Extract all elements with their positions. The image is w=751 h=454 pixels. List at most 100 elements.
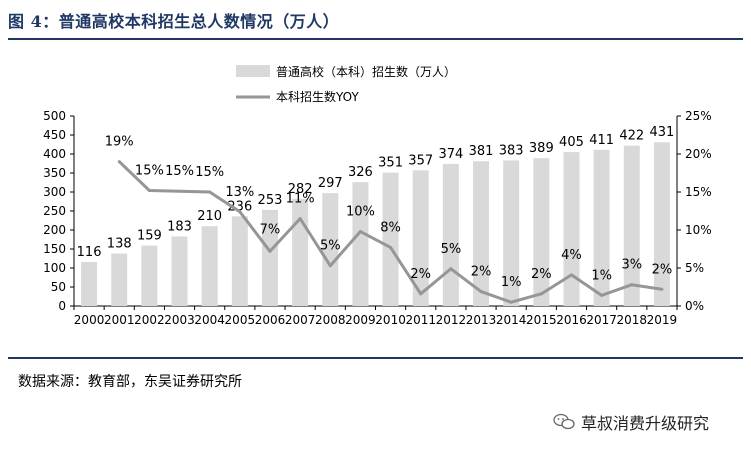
chart: 116 138 159 183 210 236 253 282 297 326 351 357 374 3… xyxy=(43,64,712,327)
x-tick-label: 2018 xyxy=(617,313,648,327)
yoy-point xyxy=(298,217,302,221)
source-rule xyxy=(8,357,743,359)
bar xyxy=(292,198,309,306)
yoy-point xyxy=(630,283,634,287)
yoy-point xyxy=(208,190,212,194)
bar-data-labels: 116 138 159 183 210 236 253 282 297 326 351 357 374 3… xyxy=(77,125,675,260)
yoy-data-label: 2% xyxy=(652,262,673,277)
yoy-data-label: 2% xyxy=(531,267,552,282)
x-tick-label: 2016 xyxy=(556,313,587,327)
x-tick-label: 2010 xyxy=(375,313,406,327)
right-tick-label: 20% xyxy=(685,147,712,161)
yoy-point xyxy=(328,264,332,268)
bar xyxy=(442,163,459,306)
yoy-data-label: 4% xyxy=(561,248,582,263)
yoy-data-label: 2% xyxy=(410,267,431,282)
x-tick-label: 2013 xyxy=(466,313,497,327)
bar-data-label: 381 xyxy=(469,144,494,159)
bar-data-label: 210 xyxy=(197,209,222,224)
yoy-point xyxy=(449,267,453,271)
wechat-icon xyxy=(553,413,575,430)
yoy-data-label: 15% xyxy=(135,163,164,178)
x-tick-label: 2019 xyxy=(647,313,678,327)
yoy-data-label: 1% xyxy=(501,275,522,290)
yoy-data-labels: 19%15% 15% 15%13%7%11%5%10%8%2%5%2%1%2%4%1… xyxy=(105,135,672,291)
watermark-text: 草叔消费升级研究 xyxy=(581,414,710,433)
x-tick-label: 2001 xyxy=(104,313,135,327)
left-tick-label: 450 xyxy=(43,128,66,142)
yoy-data-label: 3% xyxy=(621,258,642,273)
bar-data-label: 357 xyxy=(408,153,433,168)
bar-data-label: 351 xyxy=(378,156,403,171)
bar xyxy=(503,160,520,306)
bar xyxy=(352,182,369,306)
yoy-data-label: 8% xyxy=(380,220,401,235)
right-axis-ticks: 0% 5% 10% 15% 20% 25% xyxy=(677,109,712,313)
bar-data-label: 116 xyxy=(77,245,102,260)
bar-data-label: 411 xyxy=(589,133,614,148)
yoy-data-label: 15% xyxy=(195,165,224,180)
x-tick-label: 2006 xyxy=(255,313,286,327)
yoy-point xyxy=(509,300,513,304)
yoy-point xyxy=(389,245,393,249)
yoy-point xyxy=(268,249,272,253)
left-tick-label: 250 xyxy=(43,204,66,218)
bar xyxy=(533,158,550,306)
yoy-point xyxy=(178,189,182,193)
x-tick-label: 2012 xyxy=(436,313,467,327)
x-axis-ticks: 2000 2001 2002 2003 2004 2005 2006 2007 2008 2009… xyxy=(73,306,678,327)
x-tick-label: 2009 xyxy=(345,313,376,327)
bar-data-label: 159 xyxy=(137,229,162,244)
yoy-point xyxy=(238,210,242,214)
watermark: 草叔消费升级研究 xyxy=(553,410,709,434)
right-tick-label: 25% xyxy=(685,109,712,123)
bar-data-label: 383 xyxy=(499,143,524,158)
yoy-point xyxy=(147,188,151,192)
bar xyxy=(653,142,670,306)
bar-data-label: 183 xyxy=(167,219,192,234)
x-tick-label: 2004 xyxy=(194,313,225,327)
bar xyxy=(322,193,339,306)
chart-axes xyxy=(73,116,678,307)
yoy-data-label: 13% xyxy=(225,185,254,200)
yoy-data-label: 5% xyxy=(320,239,341,254)
bar xyxy=(412,170,429,306)
bar xyxy=(111,253,128,306)
yoy-data-label: 1% xyxy=(591,268,612,283)
figure-title: 图 4：普通高校本科招生总人数情况（万人） xyxy=(8,12,340,31)
bar-data-label: 253 xyxy=(258,193,283,208)
right-tick-label: 15% xyxy=(685,185,712,199)
left-tick-label: 50 xyxy=(51,280,66,294)
bar xyxy=(261,209,278,306)
bar-data-label: 431 xyxy=(650,125,675,140)
x-tick-label: 2002 xyxy=(134,313,165,327)
yoy-point xyxy=(419,292,423,296)
yoy-point xyxy=(117,160,121,164)
yoy-point xyxy=(358,230,362,234)
x-tick-label: 2003 xyxy=(164,313,195,327)
bar xyxy=(382,172,399,306)
bar-data-label: 297 xyxy=(318,176,343,191)
bar xyxy=(473,161,490,306)
left-tick-label: 350 xyxy=(43,166,66,180)
bar-data-label: 138 xyxy=(107,237,132,252)
right-tick-label: 10% xyxy=(685,223,712,237)
bar-data-label: 326 xyxy=(348,165,373,180)
bar-data-label: 374 xyxy=(438,147,463,162)
x-tick-label: 2017 xyxy=(586,313,617,327)
bar xyxy=(231,216,248,306)
x-tick-label: 2007 xyxy=(285,313,316,327)
title-rule xyxy=(8,38,743,40)
left-tick-label: 200 xyxy=(43,223,66,237)
yoy-data-label: 10% xyxy=(346,205,375,220)
yoy-data-label: 7% xyxy=(260,222,281,237)
x-tick-label: 2014 xyxy=(496,313,527,327)
yoy-data-label: 5% xyxy=(441,242,462,257)
x-tick-label: 2015 xyxy=(526,313,557,327)
yoy-data-label: 2% xyxy=(471,265,492,280)
left-tick-label: 400 xyxy=(43,147,66,161)
bar-data-label: 389 xyxy=(529,141,554,156)
left-tick-label: 500 xyxy=(43,109,66,123)
legend-bar-swatch xyxy=(236,65,270,77)
legend-bar-label: 普通高校（本科）招生数（万人） xyxy=(276,64,456,79)
